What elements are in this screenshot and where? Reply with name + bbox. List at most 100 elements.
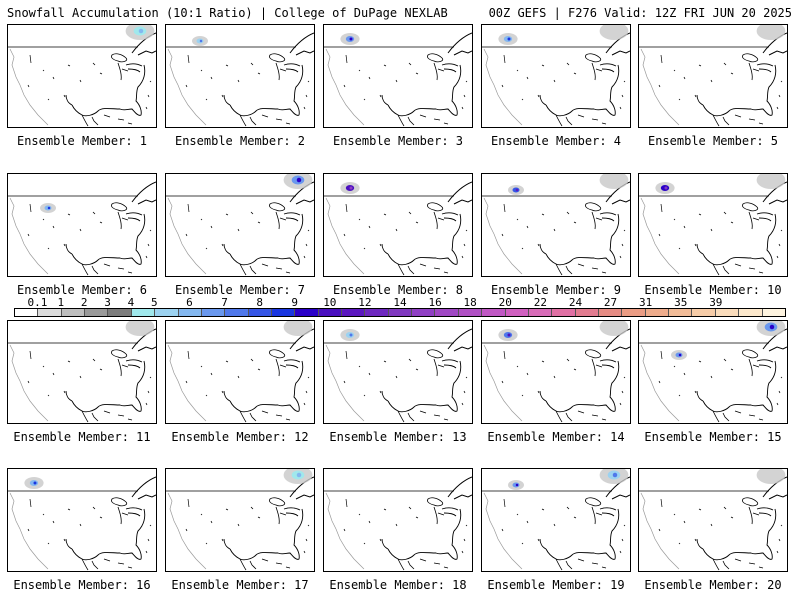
colorbar-tick-label: 39 bbox=[709, 296, 723, 309]
colorbar-segment bbox=[155, 309, 179, 316]
ensemble-member-map bbox=[638, 468, 788, 572]
snowfall-area bbox=[599, 321, 629, 336]
basemap bbox=[639, 25, 787, 127]
ensemble-member-label: Ensemble Member: 12 bbox=[171, 430, 309, 444]
ensemble-member-map bbox=[638, 320, 788, 424]
colorbar-segment bbox=[739, 309, 763, 316]
colorbar-segment bbox=[598, 309, 623, 316]
ensemble-member-map bbox=[323, 320, 473, 424]
basemap bbox=[166, 32, 314, 127]
snowfall-area bbox=[340, 329, 360, 341]
colorbar-tick-label: 18 bbox=[463, 296, 477, 309]
basemap bbox=[639, 321, 787, 423]
basemap bbox=[639, 174, 787, 276]
ensemble-member-map bbox=[165, 468, 315, 572]
ensemble-member-label: Ensemble Member: 18 bbox=[329, 578, 467, 592]
colorbar-segment bbox=[225, 309, 249, 316]
snowfall-area bbox=[508, 480, 524, 490]
colorbar-tick-label: 8 bbox=[256, 296, 263, 309]
snowfall-area bbox=[599, 469, 629, 484]
colorbar-tick-label: 12 bbox=[358, 296, 372, 309]
basemap bbox=[482, 469, 630, 571]
ensemble-member-map bbox=[638, 24, 788, 128]
basemap bbox=[8, 181, 156, 276]
ensemble-member-map bbox=[323, 24, 473, 128]
ensemble-member-label: Ensemble Member: 11 bbox=[13, 430, 151, 444]
colorbar-segment bbox=[61, 309, 86, 316]
colorbar-tick-label: 22 bbox=[533, 296, 547, 309]
colorbar-tick-label: 16 bbox=[428, 296, 442, 309]
ensemble-member-map bbox=[7, 468, 157, 572]
colorbar-tick-label: 0.1 bbox=[27, 296, 48, 309]
ensemble-member-map bbox=[323, 468, 473, 572]
ensemble-member-map bbox=[481, 468, 631, 572]
colorbar-segment bbox=[669, 309, 693, 316]
ensemble-member-label: Ensemble Member: 3 bbox=[332, 134, 464, 148]
ensemble-member-label: Ensemble Member: 1 bbox=[16, 134, 148, 148]
basemap bbox=[324, 181, 472, 276]
ensemble-member-map bbox=[481, 173, 631, 277]
colorbar-segment bbox=[715, 309, 740, 316]
basemap bbox=[482, 174, 630, 276]
colorbar-segment bbox=[271, 309, 296, 316]
snowfall-area bbox=[756, 174, 786, 189]
ensemble-member-label: Ensemble Member: 8 bbox=[332, 283, 464, 297]
ensemble-member-label: Ensemble Member: 2 bbox=[174, 134, 306, 148]
colorbar-segment bbox=[645, 309, 670, 316]
colorbar-tick-label: 24 bbox=[568, 296, 583, 309]
map-title: Snowfall Accumulation (10:1 Ratio) | Col… bbox=[7, 6, 448, 20]
ensemble-member-label: Ensemble Member: 9 bbox=[490, 283, 622, 297]
snowfall-area bbox=[508, 185, 524, 195]
ensemble-member-label: Ensemble Member: 16 bbox=[13, 578, 151, 592]
basemap bbox=[324, 328, 472, 423]
colorbar-tick-label: 9 bbox=[291, 296, 299, 309]
basemap bbox=[8, 321, 156, 423]
colorbar-tick-label: 5 bbox=[151, 296, 158, 309]
basemap bbox=[639, 469, 787, 571]
colorbar-segment bbox=[15, 309, 39, 316]
ensemble-member-label: Ensemble Member: 19 bbox=[487, 578, 625, 592]
colorbar-segment bbox=[178, 309, 202, 316]
snowfall-area bbox=[283, 174, 313, 189]
colorbar-segment bbox=[295, 309, 319, 316]
colorbar-segment bbox=[412, 309, 436, 316]
colorbar-tick-label: 27 bbox=[603, 296, 618, 309]
snowfall-area bbox=[125, 25, 155, 40]
colorbar-segment bbox=[762, 309, 785, 316]
colorbar-segment bbox=[342, 309, 366, 316]
basemap bbox=[166, 469, 314, 571]
snowfall-area bbox=[283, 321, 313, 336]
basemap bbox=[8, 25, 156, 127]
basemap bbox=[324, 32, 472, 127]
ensemble-member-map bbox=[323, 173, 473, 277]
snowfall-area bbox=[599, 174, 629, 189]
colorbar-segment bbox=[388, 309, 413, 316]
colorbar-tick-label: 20 bbox=[498, 296, 512, 309]
colorbar-segment bbox=[552, 309, 576, 316]
ensemble-member-label: Ensemble Member: 6 bbox=[16, 283, 148, 297]
ensemble-member-label: Ensemble Member: 13 bbox=[329, 430, 467, 444]
colorbar-tick-label: 3 bbox=[104, 296, 111, 309]
basemap bbox=[482, 25, 630, 127]
ensemble-member-map bbox=[481, 24, 631, 128]
snowfall-area bbox=[756, 469, 786, 484]
colorbar-segment bbox=[528, 309, 553, 316]
model-valid-time: 00Z GEFS | F276 Valid: 12Z FRI JUN 20 20… bbox=[488, 6, 792, 20]
ensemble-member-label: Ensemble Member: 5 bbox=[647, 134, 779, 148]
basemap bbox=[166, 174, 314, 276]
ensemble-member-map bbox=[165, 24, 315, 128]
snowfall-area bbox=[756, 321, 786, 336]
ensemble-member-label: Ensemble Member: 20 bbox=[644, 578, 782, 592]
colorbar-segment bbox=[248, 309, 272, 316]
snowfall-area bbox=[340, 182, 360, 194]
ensemble-member-label: Ensemble Member: 17 bbox=[171, 578, 309, 592]
colorbar-segment bbox=[201, 309, 226, 316]
colorbar-tick-label: 2 bbox=[80, 296, 88, 309]
basemap bbox=[8, 476, 156, 571]
colorbar-segment bbox=[622, 309, 646, 316]
colorbar-segment bbox=[318, 309, 343, 316]
colorbar-tick-label: 35 bbox=[674, 296, 688, 309]
snowfall-colorbar bbox=[14, 308, 786, 317]
colorbar-tick-label: 7 bbox=[221, 296, 228, 309]
colorbar-segment bbox=[365, 309, 389, 316]
